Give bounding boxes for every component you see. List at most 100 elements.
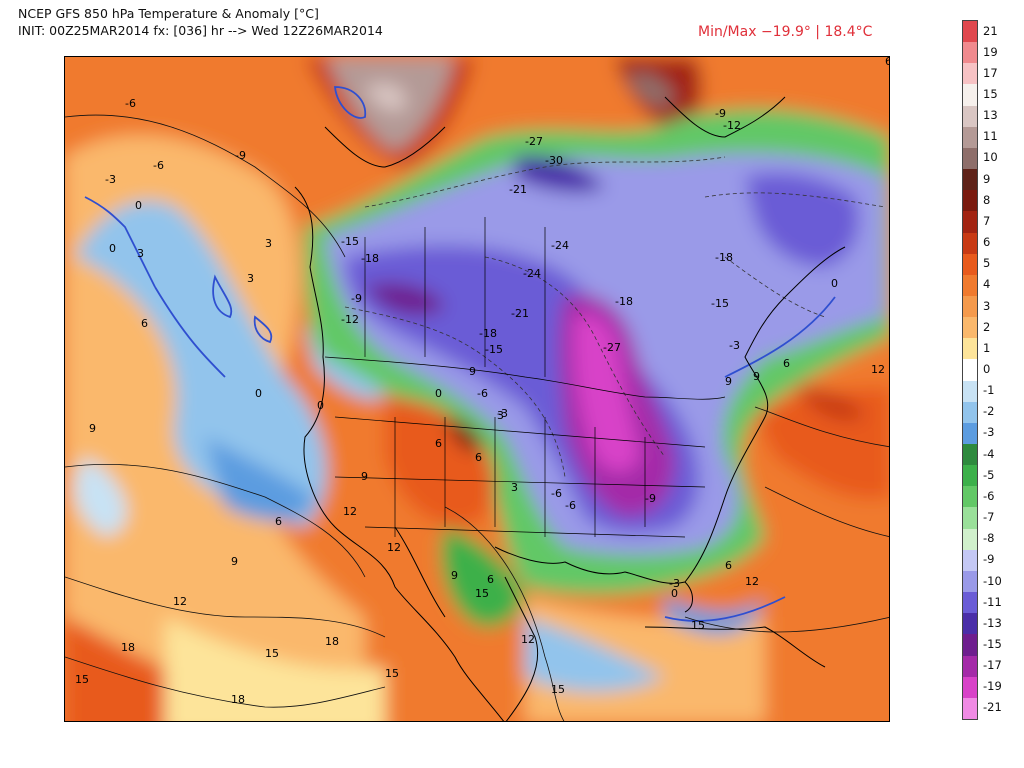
contour-label: 15	[75, 673, 89, 686]
color-scale-swatch	[963, 465, 977, 487]
color-scale-swatch	[963, 211, 977, 233]
color-scale-swatch	[963, 528, 977, 551]
contour-label: -18	[361, 252, 379, 265]
contour-label: 6	[487, 573, 494, 586]
color-scale-label: -4	[983, 446, 995, 461]
color-scale-swatch	[963, 486, 977, 508]
contour-label: -9	[351, 292, 362, 305]
color-scale-label: 5	[983, 256, 991, 271]
political-borders	[324, 217, 726, 538]
contour-label: 18	[231, 693, 245, 706]
contour-label: 6	[725, 559, 732, 572]
color-scale-swatch	[963, 592, 977, 614]
contour-label: 3	[137, 247, 144, 260]
color-scale-label: -15	[983, 636, 1002, 651]
color-scale-swatch	[963, 444, 977, 466]
color-scale-label: -5	[983, 467, 995, 482]
color-scale-label: 9	[983, 171, 991, 186]
color-scale-swatch	[963, 317, 977, 339]
contour-label: -3	[729, 339, 740, 352]
color-scale-label: -11	[983, 594, 1002, 609]
contour-label: 18	[325, 635, 339, 648]
contour-label: -6	[565, 499, 576, 512]
contour-label: -3	[105, 173, 116, 186]
color-scale-label: -10	[983, 573, 1002, 588]
contour-label: 9	[231, 555, 238, 568]
color-scale-label: -8	[983, 531, 995, 546]
contour-label: 9	[451, 569, 458, 582]
contour-label: 18	[121, 641, 135, 654]
contour-label: -27	[525, 135, 543, 148]
contour-label: -3	[669, 577, 680, 590]
contour-label: 0	[255, 387, 262, 400]
contour-label: -6	[477, 387, 488, 400]
color-scale-label: 8	[983, 192, 991, 207]
color-scale-swatch	[963, 655, 977, 678]
color-scale-swatch	[963, 274, 977, 297]
color-scale-label: 15	[983, 87, 998, 102]
temperature-anomaly-map: -6 -6 -9 -3 0 0 3 3 6 3 0 0 9 6 9 12 15 18 18 15 12 9 12 15 15 18…	[64, 56, 890, 722]
color-scale-swatch	[963, 21, 977, 43]
contour-label: 9	[753, 370, 760, 383]
contour-label: 12	[871, 363, 885, 376]
contour-label: 0	[831, 277, 838, 290]
color-scale-swatch	[963, 359, 977, 382]
contour-label: 12	[173, 595, 187, 608]
color-scale-swatch	[963, 190, 977, 212]
color-scale-label: -1	[983, 383, 995, 398]
contour-label: 15	[385, 667, 399, 680]
color-scale-label: 21	[983, 23, 998, 38]
contour-label: -6	[125, 97, 136, 110]
contour-label: -3	[497, 407, 508, 420]
color-scale-label: 3	[983, 298, 991, 313]
zero-isotherms	[84, 86, 836, 622]
contour-label: 12	[745, 575, 759, 588]
contour-labels: -6-6-9-300 336300969121518181512912151518…	[75, 57, 889, 706]
min-max-readout: Min/Max −19.9° | 18.4°C	[698, 24, 873, 40]
contour-label: 15	[691, 619, 705, 632]
contour-label: 15	[475, 587, 489, 600]
color-scale-label: -13	[983, 615, 1002, 630]
contour-label: -21	[511, 307, 529, 320]
contour-label: 0	[135, 199, 142, 212]
color-scale-swatch	[963, 42, 977, 64]
color-scale-label: 2	[983, 319, 991, 334]
color-scale-label: -7	[983, 510, 995, 525]
contour-label: -27	[603, 341, 621, 354]
color-scale-swatch	[963, 570, 977, 593]
color-scale-bar	[962, 20, 978, 720]
color-scale-swatch	[963, 126, 977, 149]
contour-label: -24	[523, 267, 541, 280]
contour-label: -18	[715, 251, 733, 264]
color-scale-label: 6	[983, 235, 991, 250]
contour-label: 3	[511, 481, 518, 494]
color-scale-swatch	[963, 253, 977, 276]
contour-label: 9	[725, 375, 732, 388]
color-scale-label: -21	[983, 700, 1002, 715]
color-scale-swatch	[963, 613, 977, 635]
color-scale-swatch	[963, 380, 977, 403]
contour-label: 0	[109, 242, 116, 255]
contour-label: 3	[497, 409, 504, 422]
anomaly-field	[65, 57, 889, 721]
contour-label: -9	[235, 149, 246, 162]
color-scale-label: 1	[983, 340, 991, 355]
color-scale-label: 17	[983, 65, 998, 80]
color-scale-swatch	[963, 84, 977, 107]
color-scale-swatch	[963, 676, 977, 699]
contour-label: -30	[545, 154, 563, 167]
color-scale-swatch	[963, 147, 977, 170]
contour-label: -6	[551, 487, 562, 500]
color-scale-label: 0	[983, 362, 991, 376]
contour-label: 6	[275, 515, 282, 528]
color-scale-label: 19	[983, 44, 998, 59]
contour-label: 12	[343, 505, 357, 518]
color-scale-label: -2	[983, 404, 995, 419]
contour-label: 15	[265, 647, 279, 660]
contour-label: -21	[509, 183, 527, 196]
temperature-contours	[65, 114, 889, 721]
contour-label: 0	[435, 387, 442, 400]
color-scale-label: -6	[983, 488, 995, 503]
contour-label: 6	[141, 317, 148, 330]
color-scale-label: 10	[983, 150, 998, 165]
